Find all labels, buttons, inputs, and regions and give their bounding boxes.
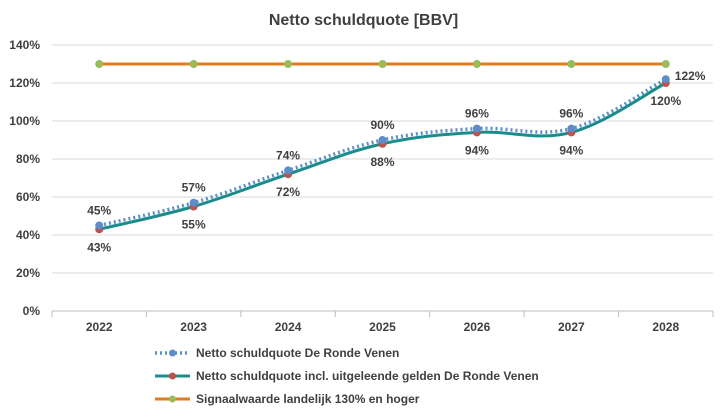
- data-label-netto-schuldquote-incl: 120%: [650, 94, 681, 108]
- data-label-netto-schuldquote-incl: 43%: [87, 240, 111, 254]
- y-tick-label: 20%: [16, 266, 40, 280]
- x-tick-label: 2026: [464, 320, 491, 334]
- data-point-netto-schuldquote: [567, 124, 576, 133]
- data-point-signaalwaarde: [567, 60, 576, 68]
- data-label-netto-schuldquote-incl: 55%: [182, 218, 206, 232]
- data-point-signaalwaarde: [95, 60, 104, 68]
- data-point-netto-schuldquote: [472, 124, 481, 133]
- data-point-signaalwaarde: [284, 60, 293, 68]
- data-label-netto-schuldquote-incl: 94%: [559, 143, 583, 157]
- y-tick-label: 0%: [23, 304, 41, 318]
- legend-marker-netto-schuldquote-incl: [169, 372, 176, 380]
- legend-marker-netto-schuldquote: [169, 349, 176, 357]
- y-tick-label: 140%: [9, 38, 40, 52]
- x-axis: 2022 2023 2024 2025 2026 2027 2028: [51, 311, 714, 334]
- data-point-signaalwaarde: [189, 60, 198, 68]
- x-tick-label: 2024: [275, 320, 302, 334]
- x-tick-label: 2025: [369, 320, 396, 334]
- data-point-signaalwaarde: [378, 60, 387, 68]
- legend-marker-signaalwaarde: [169, 395, 176, 403]
- data-label-netto-schuldquote-incl: 72%: [276, 185, 300, 199]
- data-label-netto-schuldquote: 96%: [465, 107, 489, 121]
- y-tick-label: 100%: [9, 114, 40, 128]
- y-tick-label: 40%: [16, 228, 40, 242]
- data-point-netto-schuldquote: [378, 136, 387, 144]
- data-labels: 45% 57% 74% 90% 96% 96% 122% 43% 55% 72% 88% 94% 94%…: [87, 69, 706, 254]
- x-tick-label: 2022: [86, 320, 113, 334]
- data-point-signaalwaarde: [472, 60, 481, 68]
- data-label-netto-schuldquote: 45%: [87, 204, 111, 218]
- legend: Netto schuldquote De Ronde Venen Netto sc…: [155, 346, 539, 406]
- y-tick-label: 60%: [16, 190, 40, 204]
- data-point-netto-schuldquote: [661, 75, 670, 84]
- chart-title: Netto schuldquote [BBV]: [269, 12, 458, 29]
- data-point-netto-schuldquote: [189, 198, 198, 207]
- data-point-netto-schuldquote: [284, 166, 293, 175]
- x-tick-label: 2028: [652, 320, 679, 334]
- y-axis: 0% 20% 40% 60% 80% 100% 120% 140%: [9, 38, 40, 318]
- data-label-netto-schuldquote-incl: 88%: [370, 155, 394, 169]
- data-label-netto-schuldquote: 74%: [276, 148, 300, 162]
- legend-label-netto-schuldquote-incl: Netto schuldquote incl. uitgeleende geld…: [196, 369, 539, 383]
- data-label-netto-schuldquote: 90%: [370, 118, 394, 132]
- y-tick-label: 80%: [16, 152, 40, 166]
- data-point-signaalwaarde: [661, 60, 670, 68]
- y-tick-label: 120%: [9, 76, 40, 90]
- data-label-netto-schuldquote: 122%: [675, 69, 706, 83]
- data-label-netto-schuldquote-incl: 94%: [465, 143, 489, 157]
- legend-label-netto-schuldquote: Netto schuldquote De Ronde Venen: [196, 346, 399, 360]
- x-tick-label: 2027: [558, 320, 585, 334]
- x-tick-label: 2023: [180, 320, 207, 334]
- legend-label-signaalwaarde: Signaalwaarde landelijk 130% en hoger: [196, 392, 420, 406]
- data-label-netto-schuldquote: 57%: [182, 181, 206, 195]
- data-point-netto-schuldquote: [95, 221, 104, 230]
- gridlines: [52, 44, 713, 312]
- series-group: [95, 60, 670, 234]
- data-label-netto-schuldquote: 96%: [559, 107, 583, 121]
